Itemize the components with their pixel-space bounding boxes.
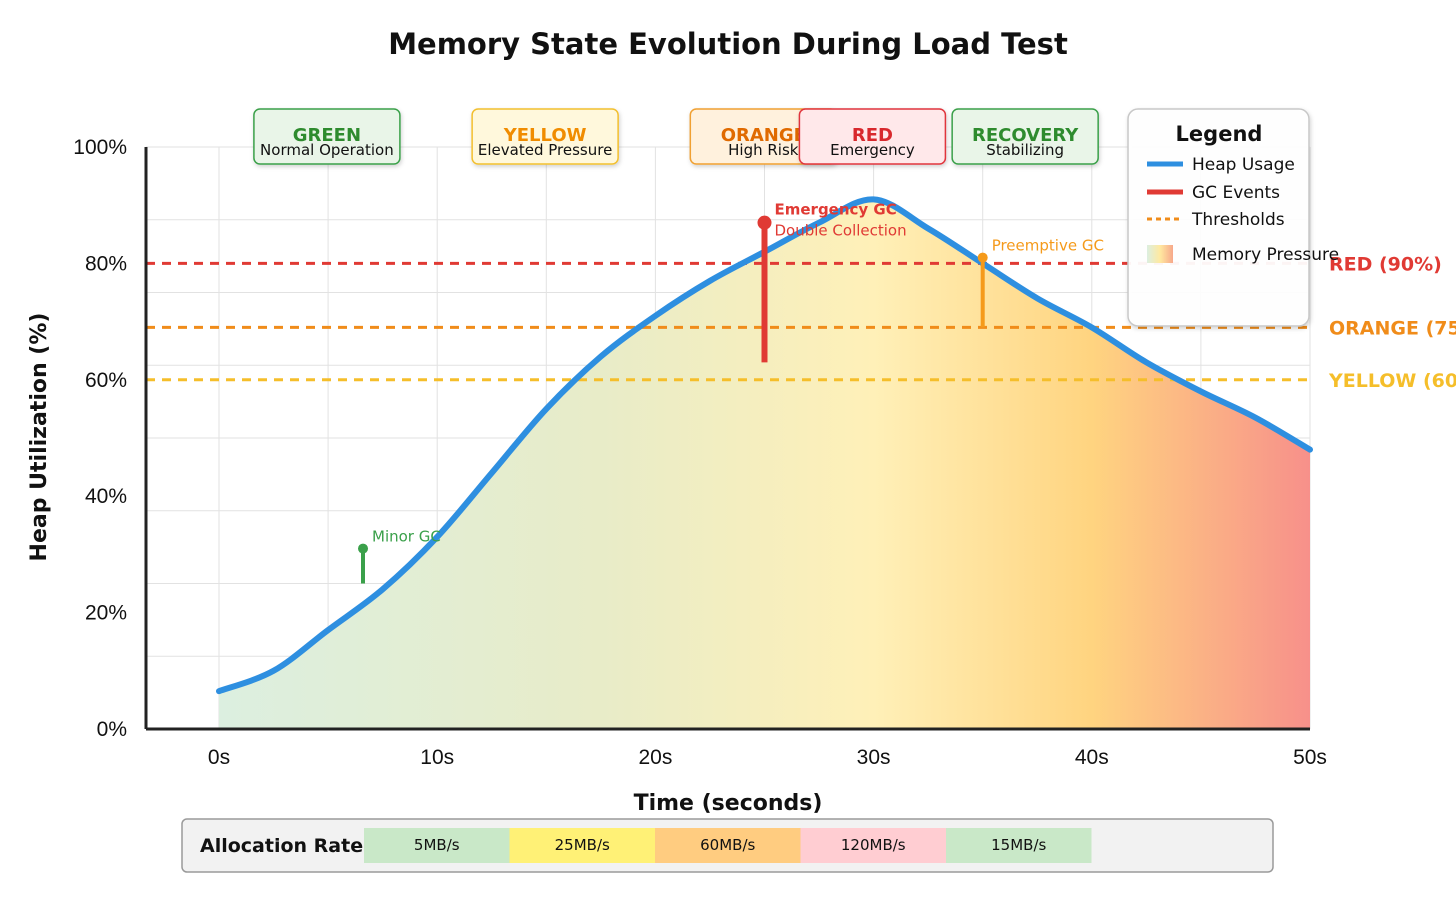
phase-description: Stabilizing [986,141,1064,159]
x-tick-label: 0s [208,746,230,769]
allocation-segment [655,828,801,863]
x-axis-label: Time (seconds) [634,791,823,816]
allocation-segments: 5MB/s 25MB/s 60MB/s 120MB/s 15MB/s [364,828,1092,863]
phase-name: GREEN [293,125,361,146]
threshold-lines: RED (90%) ORANGE (75 YELLOW (60 [146,253,1456,392]
threshold-label: RED (90%) [1329,253,1442,275]
allocation-segment-label: 5MB/s [414,836,460,854]
legend-label: GC Events [1192,183,1280,203]
x-tick-label: 10s [420,746,454,769]
threshold-label: YELLOW (60 [1328,370,1456,392]
allocation-segment [946,828,1092,863]
allocation-segment [364,828,510,863]
phase-name: YELLOW [503,125,587,146]
gc-events: Minor GC Emergency GC Double Collection Pre… [358,201,1104,584]
chart-title: Memory State Evolution During Load Test [388,27,1068,61]
legend-items: Heap Usage GC Events Thresholds Memory Pres… [1147,155,1339,265]
allocation-rate-bar: Allocation Rate: 5MB/s 25MB/s 60MB/s 120MB/… [181,818,1274,873]
phase-name: RED [852,125,893,146]
legend-label: Memory Pressure [1192,245,1339,265]
phase-box-frame [471,108,619,165]
y-axis-label: Heap Utilization (%) [27,313,52,562]
threshold-label: ORANGE (75 [1329,317,1456,339]
x-tick-label: 50s [1293,746,1327,769]
phase-description: Normal Operation [260,141,394,159]
phase-box-frame [951,108,1099,165]
heap-usage-line [216,196,1313,695]
legend-label: Heap Usage [1192,155,1295,175]
gc-event-sublabel: Double Collection [775,222,907,240]
phase-box-frame [253,108,401,165]
allocation-segment-label: 60MB/s [700,836,755,854]
memory-pressure-area [219,199,1310,729]
gc-event-marker [358,543,369,554]
y-tick-label: 0% [97,718,127,741]
phase-description: Emergency [830,141,915,159]
y-tick-label: 100% [73,136,127,159]
legend-label: Thresholds [1191,210,1285,230]
legend-swatch [1147,245,1173,263]
phase-box-frame [798,108,947,165]
gc-event-label: Preemptive GC [992,237,1104,255]
allocation-segment-label: 120MB/s [841,836,906,854]
gc-event-marker [977,252,988,263]
x-tick-label: 40s [1075,746,1109,769]
gc-event-label: Emergency GC [775,201,897,219]
phase-description: Elevated Pressure [478,141,612,159]
y-tick-label: 60% [85,369,127,392]
gc-event-marker [757,215,772,230]
y-tick-label: 80% [85,252,127,275]
allocation-segment-label: 15MB/s [991,836,1046,854]
x-tick-label: 30s [857,746,891,769]
allocation-segment-label: 25MB/s [555,836,610,854]
legend: Legend Heap Usage GC Events Thresholds Memo… [1127,108,1339,327]
phase-name: ORANGE [721,125,806,146]
allocation-segment [509,828,655,863]
allocation-segment [800,828,946,863]
axes: 0% 20% 40% 60% 80% 100% 0s 10s 20s 30s 40s 50s [73,136,1327,769]
gc-event-label: Minor GC [372,528,441,546]
x-tick-label: 20s [638,746,672,769]
legend-title: Legend [1176,122,1263,146]
phase-description: High Risk [728,141,799,159]
phase-name: RECOVERY [972,125,1079,146]
allocation-rate-label: Allocation Rate: [200,835,371,857]
y-tick-label: 40% [85,485,127,508]
y-tick-label: 20% [85,602,127,625]
